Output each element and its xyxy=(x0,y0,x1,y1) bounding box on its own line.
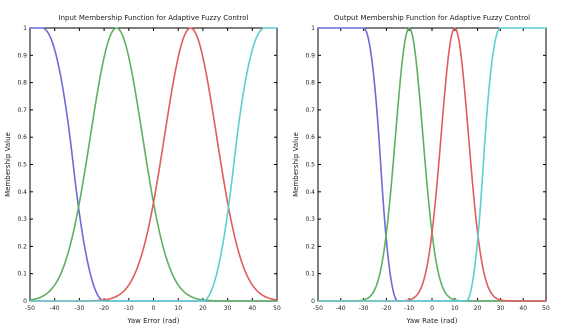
x-tick-label: -10 xyxy=(404,305,414,312)
y-tick-label: 1 xyxy=(23,25,27,32)
x-tick-label: -50 xyxy=(313,305,323,312)
y-tick-label: 0.8 xyxy=(305,80,315,87)
y-tick-label: 0.9 xyxy=(305,52,315,59)
x-tick-label: 20 xyxy=(199,305,207,312)
y-tick-label: 0.6 xyxy=(17,134,27,141)
x-tick-label: -30 xyxy=(359,305,369,312)
x-tick-label: 0 xyxy=(430,305,434,312)
y-tick-label: 0.4 xyxy=(17,189,27,196)
x-tick-label: 40 xyxy=(248,305,256,312)
y-tick-label: 0 xyxy=(311,298,315,305)
y-tick-label: 0.7 xyxy=(305,107,315,114)
chart-title: Output Membership Function for Adaptive … xyxy=(334,14,530,22)
y-tick-label: 0 xyxy=(23,298,27,305)
y-tick-label: 0.8 xyxy=(17,80,27,87)
x-tick-label: 10 xyxy=(451,305,459,312)
x-tick-label: 40 xyxy=(519,305,527,312)
x-tick-label: -10 xyxy=(124,305,134,312)
membership-curve-4 xyxy=(318,27,546,302)
chart-input-membership: -50 -40 -30 -20 -10 0 10 20 30 40 50 0 0.1 0.2 0.3 0.4 0… xyxy=(4,14,281,325)
x-tick-label: -20 xyxy=(381,305,391,312)
y-tick-label: 0.3 xyxy=(305,216,315,223)
x-tick-label: -50 xyxy=(25,305,35,312)
y-tick-label: 0.6 xyxy=(305,134,315,141)
y-tick-label: 0.1 xyxy=(305,271,315,278)
y-axis-label: Membership Value xyxy=(4,132,12,197)
x-tick-label: 50 xyxy=(542,305,550,312)
plot-area xyxy=(29,27,278,302)
y-tick-label: 0.2 xyxy=(305,243,315,250)
membership-curve-4 xyxy=(30,27,277,302)
y-tick-label: 0.2 xyxy=(17,243,27,250)
x-tick-label: -30 xyxy=(74,305,84,312)
x-axis-label: Yaw Rate (rad) xyxy=(406,317,458,325)
x-tick-label: -40 xyxy=(336,305,346,312)
chart-title: Input Membership Function for Adaptive F… xyxy=(59,14,249,22)
x-tick-label: 30 xyxy=(497,305,505,312)
x-tick-label: 30 xyxy=(224,305,232,312)
x-axis-label: Yaw Error (rad) xyxy=(127,317,180,325)
y-tick-label: 0.7 xyxy=(17,107,27,114)
x-tick-label: 0 xyxy=(152,305,156,312)
plot-area xyxy=(317,27,547,302)
y-tick-label: 0.4 xyxy=(305,189,315,196)
x-tick-label: 50 xyxy=(273,305,281,312)
y-tick-label: 0.1 xyxy=(17,271,27,278)
chart-output-membership: -50 -40 -30 -20 -10 0 10 20 30 40 50 0 0.1 0.2 0.3 0.4 0… xyxy=(292,14,550,325)
y-tick-label: 1 xyxy=(311,25,315,32)
y-tick-label: 0.5 xyxy=(17,162,27,169)
y-tick-label: 0.9 xyxy=(17,52,27,59)
y-tick-label: 0.3 xyxy=(17,216,27,223)
x-tick-label: -20 xyxy=(99,305,109,312)
x-tick-label: 20 xyxy=(474,305,482,312)
y-axis-label: Membership Value xyxy=(292,132,300,197)
y-tick-label: 0.5 xyxy=(305,162,315,169)
x-tick-label: 10 xyxy=(174,305,182,312)
x-tick-label: -40 xyxy=(50,305,60,312)
